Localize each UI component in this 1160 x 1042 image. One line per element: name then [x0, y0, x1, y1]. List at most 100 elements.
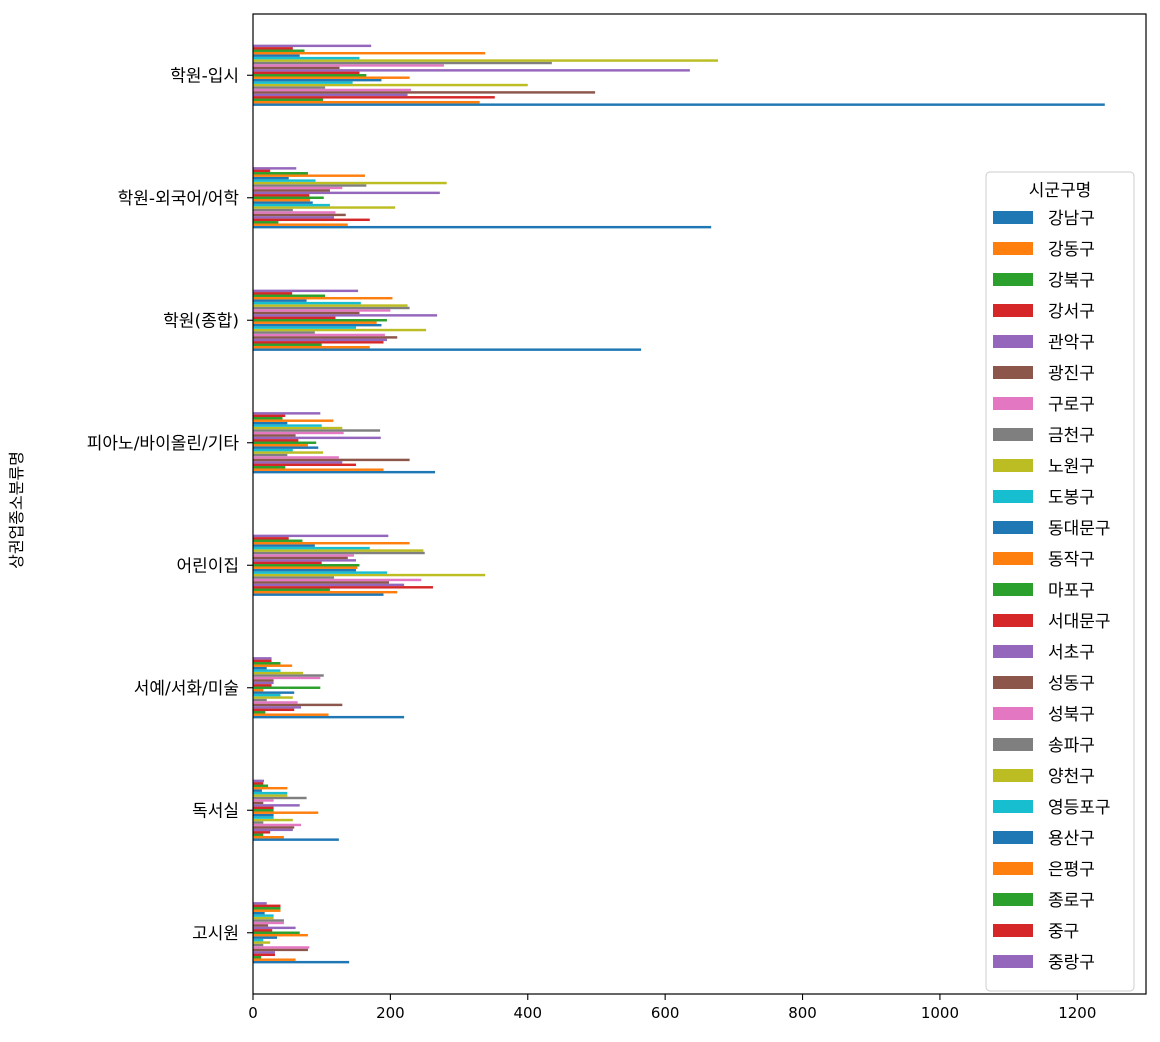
- bar: [253, 466, 286, 469]
- bar: [253, 576, 335, 579]
- bar: [253, 98, 324, 101]
- bar: [253, 813, 274, 817]
- bar: [253, 59, 719, 62]
- bar: [253, 554, 354, 557]
- bar: [253, 414, 286, 418]
- bar: [253, 458, 410, 462]
- bar: [253, 586, 433, 589]
- bar: [253, 103, 1105, 106]
- bar: [253, 426, 343, 430]
- bar: [253, 779, 264, 783]
- bar: [253, 311, 360, 315]
- bar: [253, 669, 281, 672]
- bar: [253, 708, 295, 712]
- bar: [253, 835, 284, 839]
- bar: [253, 703, 343, 707]
- bar: [253, 789, 262, 792]
- bar: [253, 951, 275, 954]
- bar: [253, 306, 410, 310]
- y-tick-label: 피아노/바이올린/기타: [87, 434, 240, 454]
- bar: [253, 76, 410, 79]
- y-tick-label: 고시원: [192, 924, 239, 944]
- bar: [253, 706, 302, 709]
- bar: [253, 81, 353, 84]
- legend-swatch: [993, 583, 1033, 596]
- bar: [253, 828, 293, 832]
- bar: [253, 221, 279, 224]
- bar: [253, 534, 389, 538]
- bar: [253, 693, 281, 697]
- x-tick-label: 800: [788, 1004, 817, 1022]
- bar: [253, 456, 339, 459]
- bar: [253, 953, 275, 957]
- bar: [253, 924, 269, 927]
- bar: [253, 83, 528, 87]
- legend-swatch: [993, 831, 1033, 844]
- bar: [253, 933, 308, 937]
- bar: [253, 816, 274, 819]
- bar: [253, 448, 293, 452]
- bar: [253, 679, 274, 682]
- bar: [253, 198, 311, 202]
- bar: [253, 326, 357, 329]
- bar: [253, 64, 444, 67]
- bar: [253, 328, 427, 332]
- bar: [253, 336, 398, 339]
- bar: [253, 711, 266, 714]
- bar: [253, 56, 360, 60]
- bar: [253, 919, 284, 922]
- legend-title: 시군구명: [1029, 181, 1092, 201]
- x-tick-label: 0: [248, 1004, 258, 1022]
- bar: [253, 96, 495, 99]
- bar: [253, 684, 272, 687]
- bar: [253, 218, 370, 222]
- bar: [253, 206, 396, 209]
- bar: [253, 51, 486, 55]
- bar: [253, 549, 424, 552]
- bar: [253, 294, 326, 297]
- bar: [253, 184, 367, 187]
- bar: [253, 191, 440, 195]
- x-tick-label: 1000: [921, 1004, 959, 1022]
- bar: [253, 539, 303, 542]
- bar: [253, 831, 271, 834]
- x-tick-label: 600: [651, 1004, 680, 1022]
- bar: [253, 821, 264, 824]
- bar: [253, 211, 336, 214]
- bars-layer: [253, 44, 1105, 964]
- legend-swatch: [993, 769, 1033, 782]
- bar: [253, 69, 690, 72]
- x-tick-label: 200: [376, 1004, 405, 1022]
- bar: [253, 784, 269, 787]
- x-axis: 0 200 400 600 800 1000 1200: [248, 994, 1096, 1022]
- legend-entry: 송파구: [1048, 736, 1095, 756]
- bar: [253, 791, 288, 795]
- bar: [253, 429, 381, 432]
- bar: [253, 451, 324, 454]
- bar: [253, 921, 284, 925]
- bar: [253, 417, 283, 420]
- legend-swatch: [993, 490, 1033, 503]
- bar: [253, 588, 330, 591]
- bar: [253, 806, 274, 810]
- legend-entry: 용산구: [1048, 829, 1095, 849]
- plot-frame: [252, 13, 1147, 995]
- bar: [253, 323, 382, 327]
- bar: [253, 657, 272, 660]
- bar: [253, 960, 350, 964]
- bar: [253, 412, 321, 415]
- bar: [253, 833, 264, 836]
- bar: [253, 88, 411, 92]
- bar: [253, 431, 344, 435]
- bar: [253, 66, 340, 70]
- bar: [253, 566, 358, 569]
- bar: [253, 564, 360, 567]
- bar: [253, 47, 293, 50]
- legend-swatch: [993, 707, 1033, 720]
- bar: [253, 713, 329, 716]
- bar: [253, 681, 274, 685]
- bar: [253, 174, 365, 177]
- bar: [253, 186, 343, 190]
- bar: [253, 309, 391, 312]
